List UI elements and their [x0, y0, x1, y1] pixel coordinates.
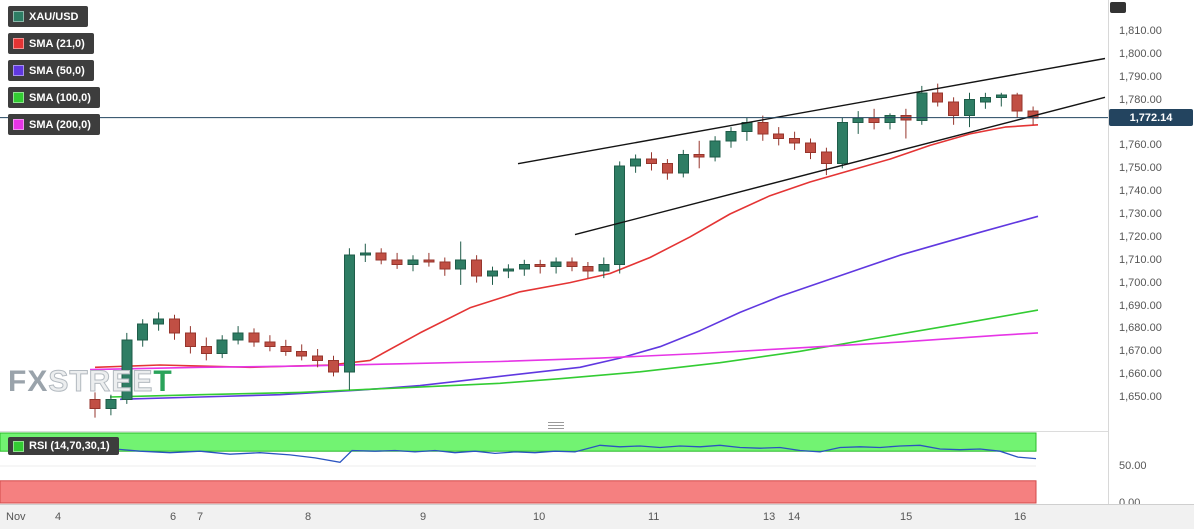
- legend-color-swatch: [13, 38, 24, 49]
- price-tick-label: 1,800.00: [1119, 48, 1162, 60]
- time-tick-label: Nov: [6, 511, 26, 523]
- time-tick-label: 14: [788, 511, 801, 523]
- legend-color-swatch: [13, 119, 24, 130]
- time-tick-label: 10: [533, 511, 546, 523]
- axis-settings-icon[interactable]: [1110, 2, 1126, 13]
- time-tick-label: 7: [197, 511, 204, 523]
- rsi-legend-label: RSI (14,70,30,1): [29, 440, 110, 452]
- rsi-legend-swatch: [13, 440, 24, 452]
- legend-label: XAU/USD: [29, 10, 79, 23]
- time-tick-label: 16: [1014, 511, 1027, 523]
- watermark-t: T: [153, 365, 173, 398]
- price-tick-label: 1,740.00: [1119, 185, 1162, 197]
- legend-item-sma-50-0[interactable]: SMA (50,0): [8, 60, 94, 81]
- price-tick-label: 1,670.00: [1119, 345, 1162, 357]
- time-tick-label: 11: [648, 511, 660, 523]
- panel-separator: [0, 431, 1108, 432]
- price-tick-label: 1,700.00: [1119, 277, 1162, 289]
- price-tick-label: 1,720.00: [1119, 231, 1162, 243]
- legend-label: SMA (100,0): [29, 91, 91, 104]
- legend-color-swatch: [13, 11, 24, 22]
- legend-label: SMA (50,0): [29, 64, 85, 77]
- legend-item-xau-usd[interactable]: XAU/USD: [8, 6, 88, 27]
- price-tick-label: 1,730.00: [1119, 208, 1162, 220]
- rsi-tick-label: 50.00: [1119, 460, 1147, 472]
- legend-label: SMA (200,0): [29, 118, 91, 131]
- price-tick-label: 1,750.00: [1119, 162, 1162, 174]
- time-axis[interactable]: Nov 4 6 7 8 9 10 11 13 14 15 16: [0, 504, 1194, 529]
- price-tick-label: 1,760.00: [1119, 139, 1162, 151]
- price-axis[interactable]: 1,810.00 1,800.00 1,790.00 1,780.00 1,760.00…: [1108, 0, 1194, 509]
- time-tick-label: 4: [55, 511, 62, 523]
- legend-item-sma-200-0[interactable]: SMA (200,0): [8, 114, 100, 135]
- legend-item-sma-21-0[interactable]: SMA (21,0): [8, 33, 94, 54]
- time-tick-label: 15: [900, 511, 913, 523]
- price-tick-label: 1,650.00: [1119, 391, 1162, 403]
- price-tick-label: 1,810.00: [1119, 25, 1162, 37]
- legend-label: SMA (21,0): [29, 37, 85, 50]
- time-tick-label: 6: [170, 511, 177, 523]
- price-tick-label: 1,680.00: [1119, 322, 1162, 334]
- watermark-fx: FX: [8, 365, 49, 398]
- price-tick-label: 1,660.00: [1119, 368, 1162, 380]
- watermark-stree: STREE: [48, 365, 154, 398]
- price-tick-label: 1,790.00: [1119, 71, 1162, 83]
- time-tick-label: 9: [420, 511, 427, 523]
- panel-resize-handle-icon[interactable]: [548, 422, 564, 423]
- legend-item-sma-100-0[interactable]: SMA (100,0): [8, 87, 100, 108]
- fxstreet-watermark: FXSTREET: [8, 365, 173, 398]
- legend-color-swatch: [13, 92, 24, 103]
- price-tick-label: 1,690.00: [1119, 300, 1162, 312]
- price-tick-label: 1,710.00: [1119, 254, 1162, 266]
- time-tick-label: 13: [763, 511, 776, 523]
- time-tick-label: 8: [305, 511, 312, 523]
- legend-color-swatch: [13, 65, 24, 76]
- rsi-legend[interactable]: RSI (14,70,30,1): [8, 437, 119, 455]
- price-tick-label: 1,780.00: [1119, 94, 1162, 106]
- last-price-badge: 1,772.14: [1109, 109, 1193, 126]
